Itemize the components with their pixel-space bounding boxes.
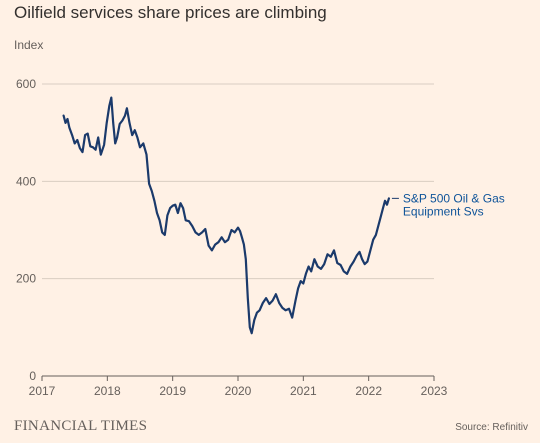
y-tick-0: 0 bbox=[29, 369, 36, 383]
series-group bbox=[62, 96, 390, 335]
series-label-line-1: Equipment Svs bbox=[403, 204, 484, 218]
y-tick-400: 400 bbox=[16, 174, 36, 188]
y-tick-600: 600 bbox=[16, 77, 36, 91]
x-tick-2017: 2017 bbox=[29, 384, 56, 398]
y-tick-200: 200 bbox=[16, 272, 36, 286]
x-tick-labels: 2017 2018 2019 2020 2021 2022 2023 bbox=[29, 376, 448, 398]
series-label-line-0: S&P 500 Oil & Gas bbox=[403, 191, 505, 205]
x-tick-2018: 2018 bbox=[94, 384, 121, 398]
x-tick-2023: 2023 bbox=[421, 384, 448, 398]
x-tick-2021: 2021 bbox=[290, 384, 317, 398]
brand-logo-text: FINANCIAL TIMES bbox=[14, 418, 148, 434]
x-tick-2019: 2019 bbox=[159, 384, 186, 398]
grid-lines bbox=[42, 83, 434, 377]
source-note: Source: Refinitiv bbox=[455, 422, 528, 433]
series-line-0 bbox=[62, 96, 390, 335]
x-tick-2022: 2022 bbox=[355, 384, 382, 398]
y-axis-label: Index bbox=[14, 38, 44, 52]
chart-title: Oilfield services share prices are climb… bbox=[14, 3, 327, 22]
y-tick-labels: 0 200 400 600 bbox=[16, 77, 36, 383]
x-tick-2020: 2020 bbox=[225, 384, 252, 398]
